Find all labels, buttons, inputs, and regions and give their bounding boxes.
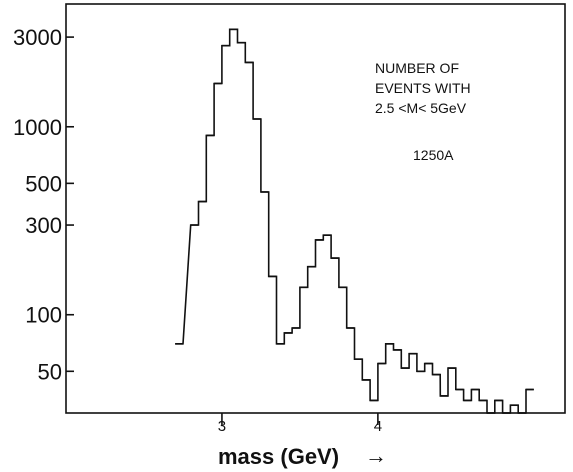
- y-tick-label: 50: [38, 359, 62, 384]
- plot-border: [65, 3, 566, 414]
- y-tick-label: 3000: [13, 25, 62, 50]
- y-tick-label: 1000: [13, 115, 62, 140]
- x-axis-label: mass (GeV): [218, 444, 339, 469]
- x-tick-label: 4: [374, 418, 382, 435]
- y-axis: 3000 1000 500 300 100 50: [13, 25, 74, 384]
- annotation-line-1: NUMBER OF: [375, 60, 459, 76]
- x-axis-title: mass (GeV) →: [218, 443, 387, 469]
- annotation-line-3: 2.5 <M< 5GeV: [375, 100, 467, 116]
- annotation-box: NUMBER OF EVENTS WITH 2.5 <M< 5GeV 1250A: [375, 60, 471, 163]
- y-tick-label: 300: [25, 213, 62, 238]
- histogram-series: [175, 28, 534, 414]
- y-tick-label: 500: [25, 171, 62, 196]
- y-tick-label: 100: [25, 303, 62, 328]
- x-axis-arrow: →: [365, 443, 387, 468]
- histogram-line: [175, 28, 534, 414]
- plot-frame: [65, 3, 566, 414]
- annotation-run-label: 1250A: [413, 147, 454, 163]
- x-tick-label: 3: [218, 418, 226, 435]
- annotation-line-2: EVENTS WITH: [375, 80, 471, 96]
